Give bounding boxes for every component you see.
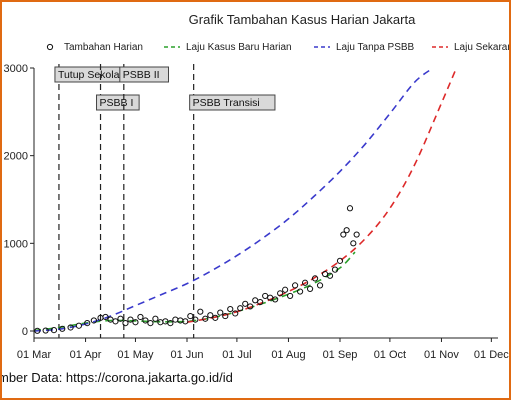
data-point [350,240,357,247]
data-point [292,282,299,289]
event-label: PSBB II [123,69,160,81]
data-point [197,308,204,315]
legend-label: Laju Sekarang [454,42,509,53]
data-point [331,266,339,273]
data-point [340,231,347,238]
data-point [242,300,249,307]
data-point [336,257,344,264]
plot-area: Tutup Sekolah PSBB I PSBB II PSBB Transisi [34,64,458,338]
data-point [343,227,350,234]
data-point [326,272,334,279]
x-tick-label: 01 Mar [17,349,52,361]
data-point [127,316,134,323]
data-point [222,312,229,320]
data-point [296,288,304,295]
data-point [102,313,109,321]
legend-label: Laju Tanpa PSBB [336,42,415,53]
data-point [132,319,139,326]
data-point [227,305,234,313]
legend: Tambahan Harian Laju Kasus Baru Harian Laj… [46,42,509,53]
x-tick-label: 01 Apr [70,349,102,361]
x-tick-label: 01 May [117,349,154,361]
data-point [306,285,314,293]
x-tick-label: 01 Jun [170,349,203,361]
x-tick-label: 01 Dec [474,349,509,361]
x-tick-label: 01 Nov [424,349,459,361]
series-line [186,67,458,323]
x-tick-label: 01 Sep [323,349,358,361]
data-point [301,279,309,286]
data-point [90,317,97,324]
y-tick-label: 2000 [4,151,28,163]
chart-title: Grafik Tambahan Kasus Harian Jakarta [189,12,416,27]
data-point [42,327,49,334]
data-point [212,314,219,321]
data-point [187,312,194,320]
data-point [257,298,264,306]
axes: 0 1000 2000 3000 01 Mar 01 Apr 01 May 01 Jun 01 … [4,63,509,361]
data-point [247,303,254,310]
data-point [142,317,149,324]
data-point [272,296,279,303]
data-point [192,316,199,323]
data-point [117,315,124,322]
data-point [277,290,284,297]
x-tick-label: 01 Jul [222,349,251,361]
data-point [353,231,360,238]
data-point [84,319,91,327]
data-point [202,315,209,322]
legend-label: Laju Kasus Baru Harian [186,42,292,53]
event-label: PSBB Transisi [193,97,260,109]
x-tick-label: 01 Aug [271,349,305,361]
data-point [237,305,244,312]
series-line [34,67,434,332]
x-tick-label: 01 Oct [374,349,406,361]
event-label-box [119,66,170,83]
data-point [217,309,224,316]
data-point [50,327,58,334]
data-point [316,282,324,289]
legend-label: Tambahan Harian [64,42,143,53]
data-point [137,313,144,321]
data-point [67,324,74,331]
y-tick-label: 0 [22,326,28,338]
data-point [59,325,66,332]
event-label: Tutup Sekolah [58,69,125,81]
data-point [152,315,159,322]
data-point [75,322,83,329]
data-point [207,312,214,319]
data-point [122,319,129,327]
data-point [346,205,354,212]
data-point [167,319,174,327]
data-point [112,318,119,325]
data-point [34,327,41,334]
y-tick-label: 1000 [4,238,28,250]
data-point [311,275,319,282]
data-point [182,318,189,325]
y-tick-label: 3000 [4,63,28,75]
data-point [232,310,239,317]
event-label: PSBB I [100,97,134,109]
source-text: mber Data: https://corona.jakarta.go.id/… [2,370,233,385]
legend-marker [46,43,54,51]
event-label-box [189,94,276,111]
data-point [287,292,294,300]
data-point [147,319,154,327]
event-label-box [96,94,140,111]
data-point [282,286,289,293]
